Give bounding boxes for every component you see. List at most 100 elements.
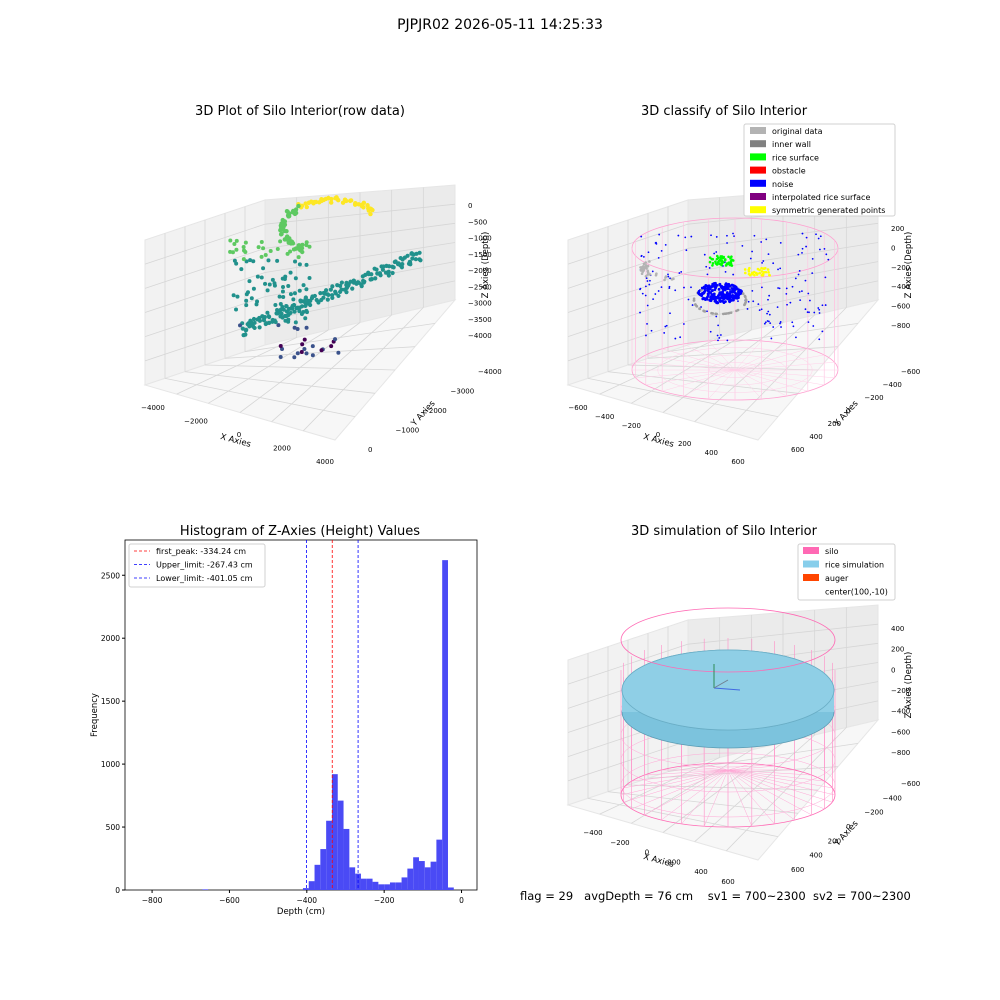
histogram-bar (442, 560, 448, 890)
noise-point (801, 290, 803, 293)
noise-point (644, 294, 647, 297)
silo-floor-ring (709, 362, 761, 378)
noise-point (705, 297, 709, 301)
noise-point (753, 234, 756, 237)
data-point (234, 307, 239, 312)
panel-1-grid-line (144, 223, 266, 265)
noise-point (646, 304, 649, 307)
data-point (334, 195, 339, 200)
histogram-bar (395, 882, 402, 890)
data-point (273, 319, 278, 325)
z-tick-label: 200 (891, 225, 904, 233)
data-point (232, 241, 237, 246)
legend-label: Lower_limit: -401.05 cm (156, 574, 253, 583)
data-point (346, 283, 351, 288)
data-point (263, 321, 268, 327)
noise-point (646, 323, 648, 325)
noise-point (717, 324, 720, 327)
data-point (278, 355, 283, 360)
noise-point (668, 285, 671, 288)
legend-frame (128, 543, 266, 588)
data-point (328, 287, 333, 292)
data-point (380, 267, 386, 272)
data-point (336, 350, 341, 355)
noise-point (660, 286, 663, 289)
noise-point (697, 291, 700, 295)
data-point (352, 202, 358, 207)
noise-point (738, 290, 742, 294)
data-point (275, 247, 280, 252)
y-tick-label: 400 (809, 852, 822, 860)
y-tick-label: −600 (901, 368, 920, 376)
noise-point (732, 232, 734, 235)
z-tick-label: −200 (891, 264, 910, 272)
noise-point (767, 310, 770, 313)
noise-point (647, 251, 650, 254)
noise-point (726, 234, 728, 237)
legend-label: noise (772, 180, 793, 189)
noise-point (765, 238, 768, 241)
data-point (292, 291, 297, 296)
data-point (260, 314, 265, 319)
x-tick-label: 0 (645, 849, 649, 857)
x-axis-label: Depth (cm) (277, 907, 325, 917)
noise-point (690, 286, 692, 289)
noise-point (714, 281, 717, 285)
data-point (288, 310, 293, 315)
noise-point (767, 298, 769, 301)
noise-point (757, 303, 760, 306)
noise-point (718, 337, 721, 339)
data-point (307, 244, 312, 249)
noise-point (791, 321, 794, 324)
noise-point (730, 283, 734, 287)
noise-point (789, 301, 792, 304)
data-point (257, 325, 262, 330)
noise-point (645, 277, 648, 280)
data-point (231, 293, 236, 298)
data-point (324, 288, 329, 293)
data-point (241, 245, 246, 250)
noise-point (713, 252, 716, 255)
noise-point (726, 242, 728, 244)
noise-point (701, 297, 705, 301)
legend-label: auger (825, 574, 849, 583)
noise-point (709, 330, 712, 333)
noise-point (758, 309, 761, 312)
noise-point (809, 299, 811, 302)
y-tick-label: 0 (368, 446, 372, 454)
noise-point (651, 270, 654, 273)
data-point (330, 295, 335, 301)
symmetric-point (743, 268, 747, 271)
rice-surface-point (710, 257, 714, 261)
data-point (407, 259, 412, 264)
silo-floor-line (727, 769, 812, 776)
noise-point (735, 293, 739, 296)
z-tick-label: −400 (891, 708, 910, 716)
noise-point (811, 257, 814, 260)
noise-point (818, 312, 821, 314)
histogram-bar (436, 839, 443, 890)
data-point (336, 293, 341, 299)
panel-3-title: Histogram of Z-Axies (Height) Values (179, 524, 421, 539)
noise-point (650, 329, 653, 332)
noise-point (792, 325, 795, 328)
data-point (293, 259, 298, 264)
data-point (249, 296, 254, 301)
data-point (302, 337, 307, 342)
noise-point (658, 233, 661, 236)
rice-surface-point (715, 263, 719, 266)
noise-point (819, 235, 822, 238)
x-tick-label: 200 (678, 440, 691, 448)
noise-point (818, 308, 821, 311)
y-tick-label: 500 (106, 823, 121, 832)
original-point (655, 272, 658, 276)
noise-point (726, 297, 729, 301)
y-tick-label: −4000 (478, 368, 502, 376)
noise-point (785, 292, 788, 295)
silo-floor-line (727, 765, 775, 771)
symmetric-point (768, 274, 772, 277)
inner-wall-point (692, 299, 696, 302)
center-axis (713, 687, 741, 691)
noise-point (720, 296, 724, 300)
panel-4-legend: silo rice simulation auger center(100,-10) (797, 543, 896, 601)
